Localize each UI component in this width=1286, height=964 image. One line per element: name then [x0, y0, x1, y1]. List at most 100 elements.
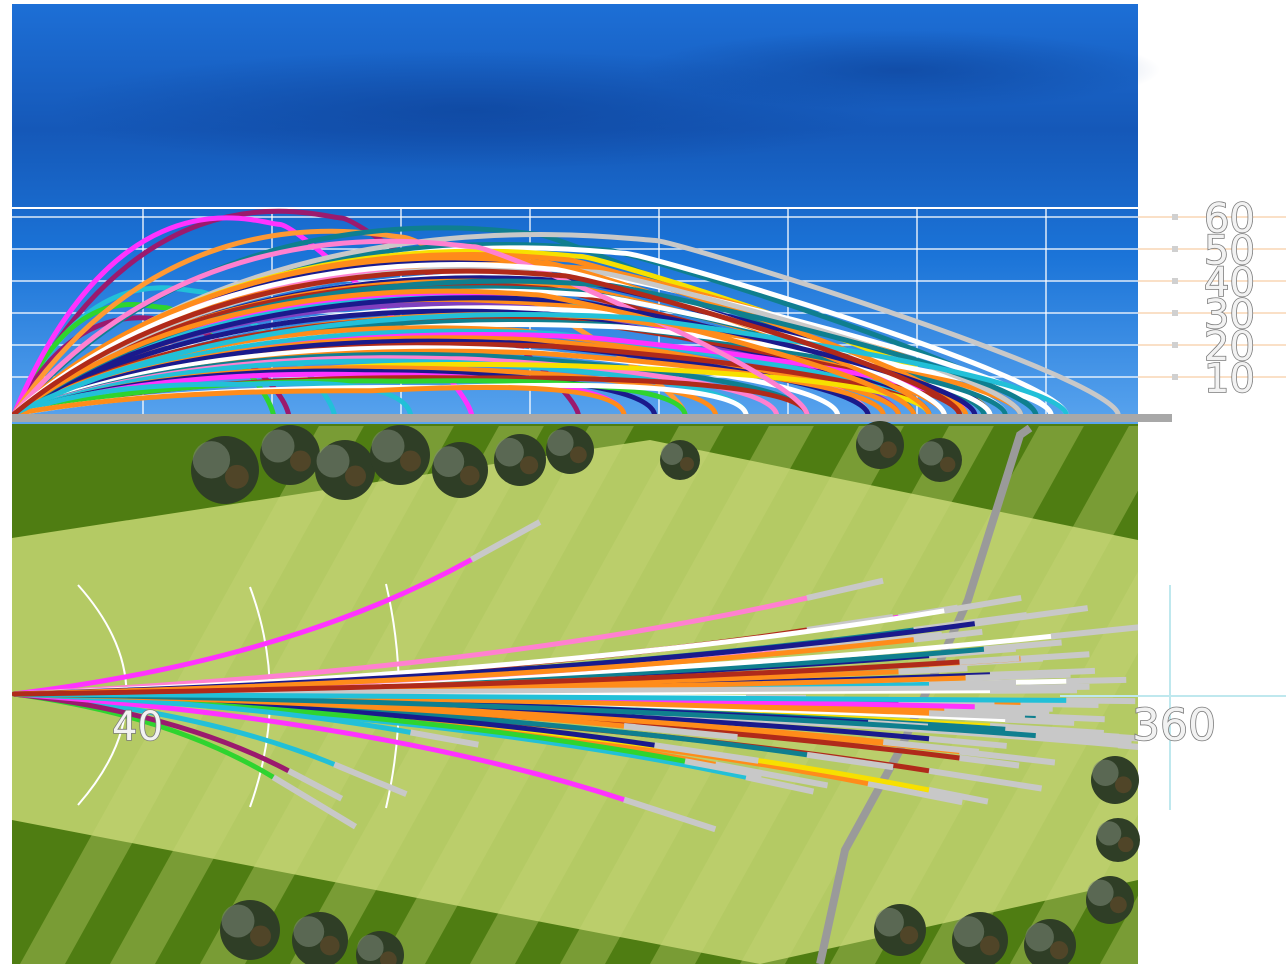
roll-segment: [1050, 624, 1138, 640]
tree-shadow: [225, 464, 249, 489]
tree-highlight: [495, 437, 524, 467]
roll-segment: [965, 671, 1071, 681]
tree-shadow: [980, 935, 1000, 956]
tree-highlight: [1025, 922, 1054, 952]
tree-highlight: [547, 429, 574, 456]
distance-label-40: 40: [112, 704, 163, 750]
tree-shadow: [940, 456, 956, 473]
side-trajectory: [12, 288, 917, 417]
roll-segment: [1020, 651, 1090, 662]
side-trajectory: [12, 268, 962, 417]
roll-segment: [928, 679, 1017, 688]
roll-segment: [806, 751, 894, 771]
roll-segment: [1035, 732, 1132, 746]
tree-highlight: [192, 441, 231, 479]
roll-segment: [1066, 697, 1136, 705]
roll-segment: [1035, 713, 1105, 723]
roll-segment: [409, 729, 479, 748]
roll-segment: [1020, 700, 1099, 708]
tree-shadow: [290, 450, 311, 472]
side-trajectory: [12, 232, 1121, 417]
height-tick-label: 40: [1204, 260, 1255, 306]
tree-highlight: [1092, 759, 1119, 786]
side-trajectories: [12, 208, 1121, 417]
roll-segment: [745, 774, 815, 795]
height-tick-mark: [1172, 310, 1178, 316]
tree-highlight: [357, 934, 384, 961]
height-tick-mark: [1172, 374, 1178, 380]
roll-segment: [898, 665, 968, 675]
roll-segment: [623, 796, 717, 833]
roll-segment: [928, 710, 1026, 720]
dark-cloud: [640, 30, 1160, 110]
roll-segment: [974, 605, 1089, 627]
roll-segment: [1005, 716, 1075, 726]
roll-segment: [928, 767, 1043, 792]
distance-label-360: 360: [1132, 700, 1216, 751]
tree-highlight: [1097, 821, 1122, 846]
mow-stripe: [650, 426, 994, 964]
roll-segment: [928, 735, 1007, 749]
tree-shadow: [680, 457, 694, 471]
roll-segment: [654, 742, 759, 764]
height-tick-mark: [1172, 214, 1178, 220]
tree-shadow: [345, 465, 366, 487]
roll-segment: [974, 703, 1053, 712]
tree-highlight: [293, 916, 325, 947]
tree-highlight: [953, 916, 985, 947]
top-view-panel: 40 360: [12, 421, 1286, 964]
tree-shadow: [400, 450, 421, 472]
height-tick-label: 50: [1204, 228, 1255, 274]
roll-segment: [913, 628, 983, 643]
tree-highlight: [857, 424, 884, 451]
side-trajectory: [12, 384, 627, 417]
roll-segment: [470, 519, 542, 563]
height-tick-label: 20: [1204, 324, 1255, 370]
ground-line: [12, 414, 1172, 422]
height-tick-label: 30: [1204, 292, 1255, 338]
height-tick-label: 10: [1204, 356, 1255, 402]
top-trajectory: [12, 691, 1069, 703]
roll-segment: [983, 639, 1062, 653]
tree-shadow: [570, 446, 587, 464]
roll-segment: [867, 780, 963, 806]
tree-shadow: [1118, 836, 1134, 853]
roll-segment: [944, 707, 1050, 717]
tree-highlight: [1087, 879, 1114, 906]
roll-segment: [806, 577, 884, 601]
tree-highlight: [316, 444, 350, 478]
roll-segment: [943, 594, 1022, 614]
tree-shadow: [460, 465, 480, 486]
roll-segment: [333, 761, 408, 797]
roll-segment: [959, 755, 1020, 769]
tree-shadow: [520, 456, 539, 475]
roll-segment: [959, 655, 1020, 665]
height-tick-label: 60: [1204, 196, 1255, 242]
roll-segment: [1020, 683, 1090, 691]
tree-clusters: [191, 421, 1140, 964]
tree-highlight: [261, 429, 295, 463]
top-trajectories: [12, 519, 1138, 833]
tree-highlight: [221, 904, 255, 938]
mow-stripe: [1190, 424, 1286, 964]
roll-segment: [928, 787, 989, 805]
roll-segment: [989, 687, 1078, 694]
tree-highlight: [433, 446, 465, 477]
tree-shadow: [1115, 776, 1132, 794]
roll-segment: [271, 774, 358, 830]
tree-shadow: [320, 935, 340, 956]
height-tick-mark: [1172, 278, 1178, 284]
top-trajectory: [12, 691, 627, 803]
side-trajectory: [12, 311, 1069, 417]
tree-highlight: [875, 907, 904, 937]
mow-stripe: [740, 426, 1084, 964]
roll-segment: [1005, 726, 1120, 740]
roll-segment: [1066, 676, 1127, 685]
mow-stripe: [830, 426, 1138, 964]
top-trajectory: [12, 557, 474, 697]
tree-shadow: [380, 951, 397, 964]
tree-shadow: [1050, 941, 1069, 960]
height-tick-mark: [1172, 246, 1178, 252]
